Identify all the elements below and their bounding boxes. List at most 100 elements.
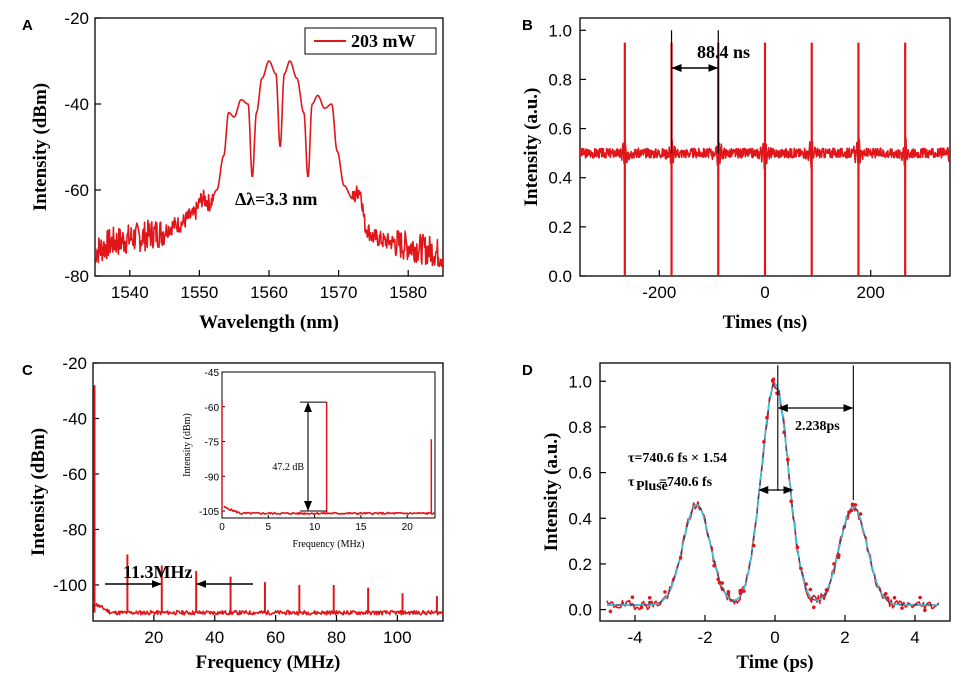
panel-a-annotation-bandwidth: Δλ=3.3 nm — [235, 189, 317, 209]
panel-a-legend-box — [304, 27, 437, 55]
panel-d-data-point — [782, 430, 786, 435]
panel-c-inset-x-tick-label: 10 — [309, 522, 321, 533]
panel-d-ylabel: Intensity (a.u.) — [541, 433, 562, 552]
panel-d-data-point — [832, 562, 836, 566]
panel-d-data-point — [804, 582, 808, 586]
panel-d-y-tick-label: 1.0 — [568, 372, 592, 391]
panel-b-annotation-period: 88.4 ns — [697, 42, 750, 62]
panel-d-y-tick-label: 0.6 — [568, 464, 592, 483]
panel-c-inset-x-tick-label: 5 — [266, 522, 272, 533]
panel-d-data-point — [678, 556, 683, 560]
panel-c-y-tick-label: -80 — [62, 520, 87, 539]
panel-c-inset-xlabel: Frequency (MHz) — [293, 539, 365, 550]
panel-d-data-point — [751, 543, 756, 548]
panel-d-data-point — [765, 415, 769, 420]
panel-d-data-point — [648, 600, 652, 605]
panel-c-noise-floor — [92, 600, 444, 616]
panel-a-y-tick-label: -20 — [64, 9, 89, 28]
panel-c-inset-ylabel: Intensity (dBm) — [182, 413, 193, 477]
panel-d-y-tick-label: 0.8 — [568, 418, 592, 437]
panel-c-inset-axes — [221, 371, 436, 519]
panel-c-x-tick-label: 20 — [144, 628, 163, 647]
panel-c-inset: 0 5 10 15 20 -105 -90 -75 -60 -45 Frequency (MHz) I… — [182, 368, 436, 550]
panel-c-xlabel: Frequency (MHz) — [196, 652, 341, 673]
panel-c-annotation-spacing: 11.3MHz — [123, 562, 193, 582]
panel-a-x-tick-label: 1560 — [250, 283, 288, 302]
panel-d-annotation-separation: 2.238ps — [795, 419, 840, 434]
panel-d-data-point — [717, 580, 722, 585]
panel-a-xlabel: Wavelength (nm) — [199, 312, 339, 333]
panel-d-data-point — [850, 502, 855, 507]
panel-b-y-tick-label: 0.6 — [548, 120, 572, 139]
panel-a-ylabel: Intensity (dBm) — [30, 83, 51, 211]
panel-b-x-tick-label: 0 — [760, 283, 769, 302]
panel-d-data-point — [608, 609, 613, 614]
panel-d-data-point — [892, 595, 897, 600]
panel-b: B -200 0 200 0.0 0.2 0.4 0.6 0.8 1.0 Times (ns) Int… — [521, 17, 951, 333]
panel-b-y-tick-label: 0.2 — [548, 218, 572, 237]
panel-d-annotation-pulse-tau: τ — [628, 475, 635, 490]
panel-c-inset-x-tick-label: 15 — [355, 522, 367, 533]
panel-b-xlabel: Times (ns) — [723, 312, 808, 333]
panel-d-data-point — [853, 503, 858, 507]
panel-d-x-tick-label: -4 — [627, 628, 642, 647]
panel-b-y-tick-label: 0.8 — [548, 70, 572, 89]
panel-a-y-tick-label: -80 — [64, 267, 89, 286]
panel-c-ylabel: Intensity (dBm) — [28, 428, 49, 556]
panel-c-y-tick-label: -20 — [62, 354, 87, 373]
panel-letter-b: B — [522, 17, 533, 34]
panel-d-data-point — [762, 440, 766, 444]
panel-d-xlabel: Time (ps) — [736, 652, 813, 673]
panel-c-inset-y-tick-label: -105 — [199, 507, 219, 518]
panel-d-measured-trace — [606, 379, 940, 611]
panel-d-data-point — [738, 591, 743, 595]
panel-d-annotation-pulse-sub: Pluse — [636, 479, 668, 494]
panel-c-inset-y-tick-label: -90 — [205, 472, 220, 483]
panel-c-inset-x-tick-label: 20 — [402, 522, 414, 533]
panel-d-data-point — [847, 510, 851, 514]
panel-c-y-tick-label: -40 — [62, 409, 87, 428]
panel-d-data-point — [837, 553, 841, 557]
panel-d-data-point — [858, 512, 863, 516]
panel-d-data-point — [923, 608, 927, 612]
panel-a-x-tick-label: 1540 — [111, 283, 149, 302]
panel-d-x-tick-label: 0 — [770, 628, 779, 647]
panel-a-x-tick-label: 1570 — [320, 283, 358, 302]
panel-letter-d: D — [522, 362, 533, 379]
panel-a: A 1540 1550 1560 1570 1580 -80 -60 -40 -20 Wavelen… — [22, 9, 444, 333]
panel-d-data-point — [900, 606, 904, 610]
panel-c-inset-noise — [223, 505, 435, 516]
panel-d-data-point — [771, 377, 776, 382]
panel-d-x-tick-label: 4 — [910, 628, 919, 647]
panel-b-x-tick-label: -200 — [642, 283, 676, 302]
panel-d-annotation-pulse-value: =740.6 fs — [659, 475, 713, 490]
panel-d-y-tick-label: 0.4 — [568, 509, 592, 528]
panel-c-axes — [92, 362, 444, 622]
panel-d-x-tick-label: -2 — [697, 628, 712, 647]
panel-d-y-tick-label: 0.2 — [568, 555, 592, 574]
panel-d-annotation-tau: τ=740.6 fs × 1.54 — [628, 451, 727, 466]
panel-d-y-tick-label: 0.0 — [568, 601, 592, 620]
panel-letter-c: C — [22, 362, 33, 379]
panel-d-data-point — [742, 589, 746, 593]
panel-d-data-point — [716, 577, 720, 582]
panel-d-data-point — [824, 588, 829, 592]
panel-d-data-point — [630, 595, 635, 599]
panel-d-data-point — [647, 596, 652, 600]
panel-letter-a: A — [22, 17, 33, 34]
panel-c-y-tick-label: -100 — [53, 576, 87, 595]
panel-a-legend-label: 203 mW — [351, 31, 416, 51]
panel-b-y-tick-label: 0.4 — [548, 169, 572, 188]
panel-c-y-tick-label: -60 — [62, 465, 87, 484]
panel-a-y-tick-label: -60 — [64, 181, 89, 200]
panel-d-fit-dashed — [607, 382, 939, 606]
panel-c-x-tick-label: 40 — [205, 628, 224, 647]
panel-d-data-point — [885, 596, 890, 600]
panel-d-data-point — [799, 566, 803, 571]
panel-a-spectrum-line — [95, 60, 443, 268]
panel-d-data-point — [884, 592, 888, 596]
panel-d-data-point — [808, 587, 813, 592]
panel-c-x-tick-label: 100 — [383, 628, 411, 647]
panel-b-x-tick-label: 200 — [857, 283, 885, 302]
